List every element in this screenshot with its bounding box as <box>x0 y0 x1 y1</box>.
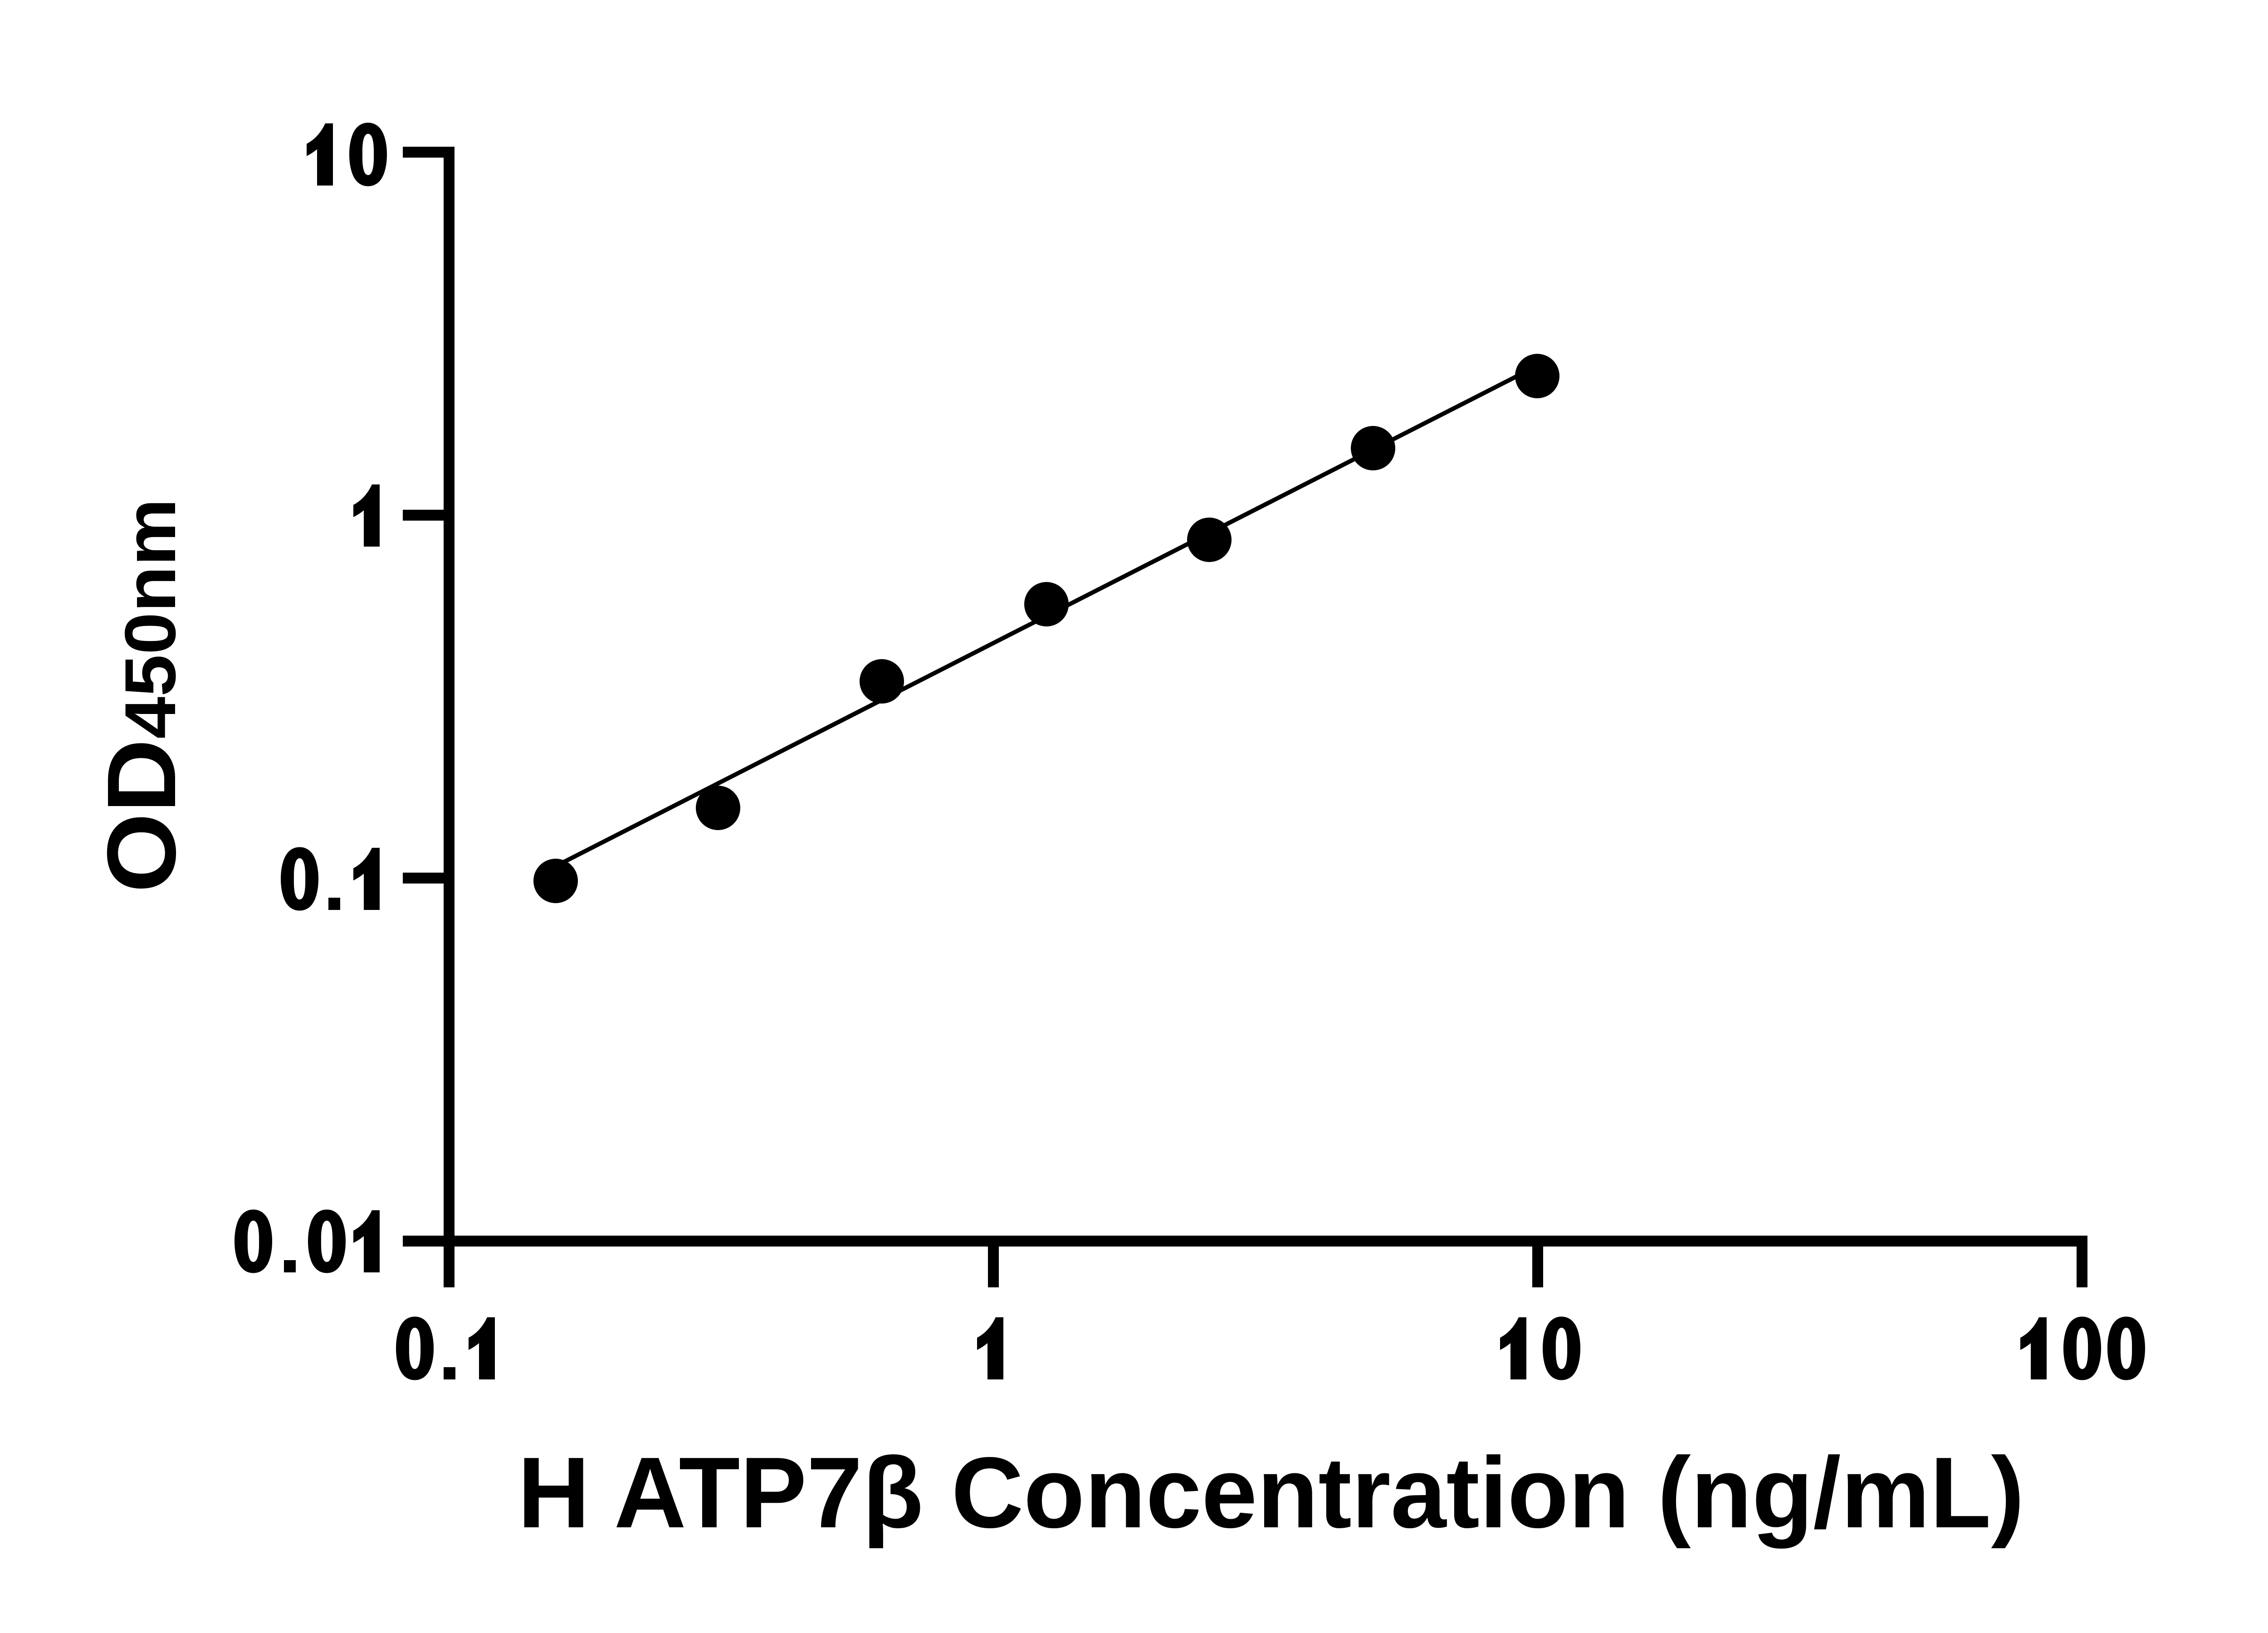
svg-text:H ATP7β Concentration (ng/mL): H ATP7β Concentration (ng/mL) <box>518 1436 2024 1549</box>
svg-text:OD450nm: OD450nm <box>87 499 196 893</box>
